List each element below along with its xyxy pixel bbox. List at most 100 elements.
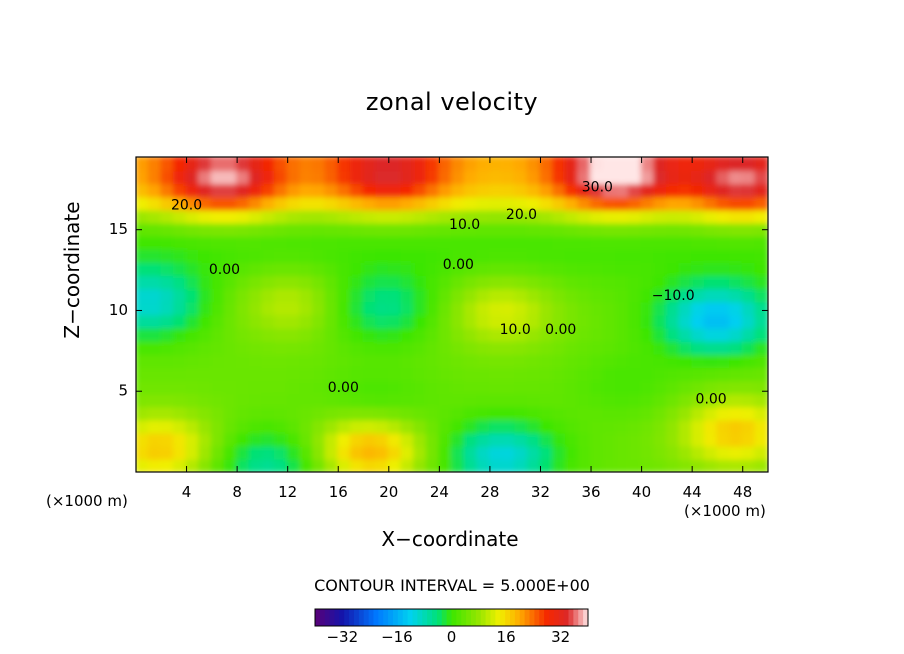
heatmap-cell — [754, 392, 768, 408]
heatmap-cell — [198, 208, 213, 224]
heatmap-cell — [375, 352, 390, 368]
heatmap-cell — [185, 182, 201, 198]
heatmap-cell — [552, 182, 567, 198]
heatmap-cell — [691, 261, 706, 277]
heatmap-cell — [337, 444, 352, 460]
heatmap-cell — [236, 208, 251, 224]
heatmap-cell — [590, 457, 605, 472]
heatmap-cell — [488, 300, 504, 316]
heatmap-cell — [691, 169, 706, 185]
heatmap-cell — [564, 392, 580, 408]
heatmap-cell — [577, 352, 593, 368]
heatmap-cell — [539, 313, 555, 329]
heatmap-cell — [349, 418, 365, 434]
heatmap-cell — [463, 300, 479, 316]
heatmap-cell — [665, 169, 681, 185]
heatmap-cell — [615, 392, 630, 408]
heatmap-cell — [362, 208, 378, 224]
heatmap-cell — [349, 274, 365, 290]
heatmap-cell — [375, 182, 390, 198]
heatmap-cell — [526, 379, 542, 395]
heatmap-cell — [463, 339, 479, 355]
heatmap-cell — [198, 182, 213, 198]
heatmap-cell — [564, 339, 580, 355]
heatmap-cell — [564, 182, 580, 198]
heatmap-cell — [198, 431, 213, 447]
heatmap-cell — [488, 247, 504, 263]
heatmap-cell — [703, 274, 719, 290]
heatmap-cell — [375, 247, 390, 263]
heatmap-cell — [703, 195, 719, 211]
heatmap-cell — [236, 287, 251, 303]
heatmap-cell — [754, 247, 768, 263]
heatmap-cell — [514, 274, 529, 290]
heatmap-cell — [311, 431, 327, 447]
heatmap-cell — [185, 431, 201, 447]
heatmap-cell — [223, 247, 239, 263]
x-tick-label: 32 — [531, 483, 550, 501]
heatmap-cell — [754, 457, 768, 472]
heatmap-cell — [362, 457, 378, 472]
heatmap-cell — [451, 274, 466, 290]
heatmap-cell — [640, 182, 656, 198]
heatmap-cell — [564, 313, 580, 329]
colorbar-swatch — [510, 609, 516, 626]
heatmap-cell — [337, 392, 352, 408]
heatmap-cell — [349, 300, 365, 316]
colorbar-swatch — [534, 609, 540, 626]
heatmap-cell — [311, 405, 327, 421]
heatmap-cell — [463, 195, 479, 211]
heatmap-cell — [172, 261, 188, 277]
heatmap-cell — [375, 221, 390, 237]
x-tick-label: 40 — [632, 483, 651, 501]
heatmap-cell — [261, 444, 277, 460]
heatmap-cell — [514, 313, 529, 329]
heatmap-cell — [716, 274, 732, 290]
heatmap-cell — [678, 300, 694, 316]
heatmap-cell — [185, 300, 201, 316]
heatmap-cell — [754, 221, 768, 237]
heatmap-cell — [362, 274, 378, 290]
heatmap-cell — [261, 352, 277, 368]
heatmap-cell — [400, 157, 416, 172]
heatmap-cell — [223, 300, 239, 316]
heatmap-cell — [400, 392, 416, 408]
heatmap-cell — [476, 287, 491, 303]
heatmap-cell — [223, 379, 239, 395]
heatmap-cell — [476, 352, 491, 368]
heatmap-cell — [286, 313, 302, 329]
heatmap-cell — [716, 221, 732, 237]
heatmap-cell — [615, 379, 630, 395]
heatmap-cell — [236, 261, 251, 277]
heatmap-cell — [286, 208, 302, 224]
heatmap-cell — [337, 326, 352, 342]
heatmap-cell — [261, 366, 277, 382]
colorbar-swatch — [397, 609, 404, 626]
heatmap-cell — [615, 274, 630, 290]
heatmap-cell — [514, 208, 529, 224]
y-axis: 5 10 15 — [109, 220, 768, 400]
heatmap-cell — [552, 287, 567, 303]
heatmap-cell — [640, 261, 656, 277]
heatmap-cell — [514, 444, 529, 460]
heatmap-cell — [564, 457, 580, 472]
colorbar-swatch — [495, 609, 501, 626]
heatmap-cell — [172, 366, 188, 382]
heatmap-cell — [248, 392, 264, 408]
heatmap-cell — [185, 208, 201, 224]
heatmap-cell — [362, 300, 378, 316]
heatmap-cell — [729, 457, 744, 472]
heatmap-cell — [438, 169, 453, 185]
heatmap-cell — [223, 444, 239, 460]
heatmap-cell — [602, 234, 618, 250]
heatmap-cell — [236, 234, 251, 250]
heatmap-cell — [324, 379, 340, 395]
heatmap-cell — [185, 261, 201, 277]
heatmap-cell — [400, 457, 416, 472]
heatmap-cell — [375, 405, 390, 421]
heatmap-cell — [602, 157, 618, 172]
heatmap-cell — [274, 326, 289, 342]
heatmap-cell — [425, 392, 441, 408]
heatmap-cell — [703, 379, 719, 395]
heatmap-cell — [691, 379, 706, 395]
